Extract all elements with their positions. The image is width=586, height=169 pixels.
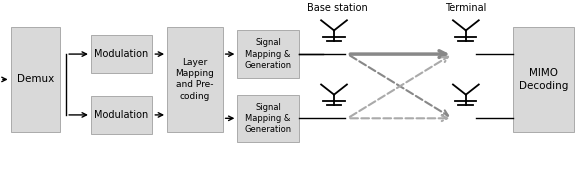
FancyBboxPatch shape	[237, 30, 299, 78]
FancyBboxPatch shape	[237, 95, 299, 142]
Text: Signal
Mapping &
Generation: Signal Mapping & Generation	[244, 103, 292, 134]
Text: Demux: Demux	[17, 74, 54, 84]
Text: Signal
Mapping &
Generation: Signal Mapping & Generation	[244, 39, 292, 70]
Text: Terminal: Terminal	[445, 3, 486, 13]
FancyBboxPatch shape	[91, 96, 152, 134]
FancyBboxPatch shape	[91, 35, 152, 73]
Text: Modulation: Modulation	[94, 110, 149, 120]
FancyBboxPatch shape	[167, 27, 223, 132]
Text: MIMO
Decoding: MIMO Decoding	[519, 68, 568, 91]
Text: Modulation: Modulation	[94, 49, 149, 59]
FancyBboxPatch shape	[513, 27, 574, 132]
FancyBboxPatch shape	[11, 27, 60, 132]
Text: Base station: Base station	[306, 3, 367, 13]
Text: Layer
Mapping
and Pre-
coding: Layer Mapping and Pre- coding	[175, 58, 214, 101]
